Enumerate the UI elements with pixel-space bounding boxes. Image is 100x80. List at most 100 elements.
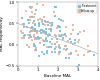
Point [76, 67, 77, 68]
Point [60, 52, 61, 53]
Point [65, 49, 67, 51]
Point [54, 16, 56, 17]
Point [37, 3, 38, 4]
Point [45, 41, 46, 42]
Point [50, 29, 52, 30]
Point [64, 46, 66, 47]
Point [25, 11, 27, 12]
Point [51, 24, 53, 26]
Point [60, 19, 61, 20]
Point [41, 29, 43, 30]
Point [69, 38, 70, 40]
Point [78, 42, 79, 43]
Point [28, 20, 29, 21]
Point [51, 22, 53, 24]
Point [38, 39, 39, 40]
Point [37, 37, 38, 38]
Point [26, 44, 28, 45]
Point [34, 36, 35, 37]
Point [26, 27, 27, 28]
Point [59, 27, 60, 28]
Y-axis label: MAL responsivity: MAL responsivity [0, 17, 4, 51]
Point [75, 51, 77, 52]
Point [68, 57, 70, 59]
Point [51, 51, 53, 53]
X-axis label: Baseline MAL: Baseline MAL [44, 74, 72, 78]
Point [64, 33, 66, 34]
Point [38, 23, 40, 25]
Point [55, 35, 57, 36]
Point [77, 55, 79, 56]
Point [70, 54, 72, 55]
Point [87, 45, 89, 46]
Point [44, 20, 45, 22]
Point [35, 38, 36, 39]
Point [41, 51, 42, 53]
Point [78, 64, 80, 66]
Point [47, 35, 48, 36]
Point [55, 46, 57, 48]
Point [42, 24, 44, 25]
Point [68, 54, 70, 55]
Point [60, 35, 62, 37]
Point [46, 29, 47, 30]
Point [38, 25, 40, 26]
Point [37, 37, 39, 38]
Point [58, 47, 60, 48]
Point [34, 30, 35, 31]
Point [34, 14, 36, 15]
Point [65, 26, 67, 27]
Point [46, 52, 48, 54]
Point [72, 24, 74, 26]
Point [30, 31, 31, 33]
Point [42, 4, 44, 5]
Point [46, 46, 47, 47]
Point [45, 33, 46, 34]
Point [74, 42, 76, 43]
Point [44, 53, 45, 54]
Point [32, 40, 33, 41]
Point [70, 41, 72, 42]
Point [93, 54, 94, 56]
Point [56, 42, 58, 43]
Point [37, 20, 39, 21]
Point [24, 34, 26, 36]
Point [78, 40, 80, 41]
Point [43, 44, 45, 45]
Point [54, 35, 56, 36]
Point [34, 24, 36, 25]
Point [36, 31, 38, 32]
Point [30, 28, 32, 29]
Point [45, 37, 47, 38]
Point [59, 30, 60, 32]
Point [32, 31, 34, 32]
Point [62, 38, 64, 39]
Point [50, 30, 51, 31]
Point [63, 34, 65, 35]
Point [34, 29, 35, 30]
Point [47, 21, 48, 22]
Point [30, 30, 32, 31]
Point [28, 20, 29, 21]
Point [58, 53, 60, 54]
Point [34, 38, 36, 40]
Point [45, 31, 47, 32]
Point [43, 30, 45, 31]
Point [33, 21, 35, 22]
Point [30, 36, 32, 38]
Point [46, 38, 47, 39]
Point [44, 40, 45, 41]
Point [58, 19, 60, 20]
Point [31, 12, 33, 13]
Point [46, 50, 47, 52]
Point [35, 49, 36, 50]
Point [39, 30, 40, 32]
Legend: Treatment, Follow-up: Treatment, Follow-up [77, 3, 97, 13]
Point [38, 37, 40, 39]
Point [31, 6, 33, 7]
Point [51, 24, 52, 25]
Point [31, 26, 32, 27]
Point [40, 29, 41, 30]
Point [50, 25, 52, 27]
Point [21, 32, 22, 33]
